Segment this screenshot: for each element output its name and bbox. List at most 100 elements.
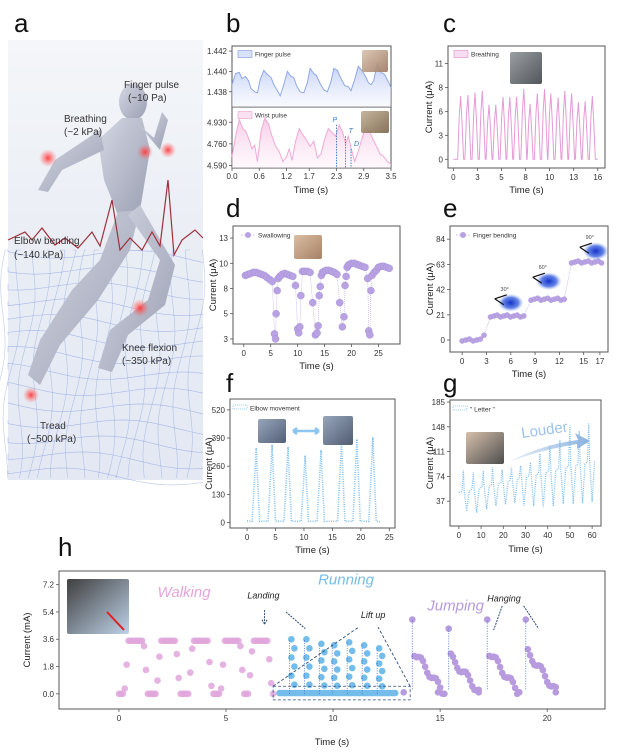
data-point-jumping xyxy=(434,689,442,696)
y-tick-label-c: 11 xyxy=(435,59,444,68)
data-point-swallowing xyxy=(289,272,297,281)
y-tick-label-d: 3 xyxy=(224,335,229,344)
data-point-finger-bending xyxy=(520,313,527,319)
data-point-jumping xyxy=(539,666,547,674)
x-tick-label-e: 15 xyxy=(579,357,588,366)
data-peak xyxy=(591,95,593,98)
mesh-line xyxy=(7,346,204,364)
data-peak xyxy=(577,102,579,104)
mesh-line xyxy=(7,451,204,470)
louder-arrow-icon xyxy=(509,433,590,462)
data-point-finger-bending xyxy=(561,296,567,302)
photo-finger xyxy=(362,50,388,72)
series-line-wrist xyxy=(231,117,392,165)
data-peak xyxy=(509,96,511,99)
y-tick-label-e: 42 xyxy=(436,286,445,295)
x-tick-label-h: 5 xyxy=(224,714,229,723)
data-point-running xyxy=(303,654,310,661)
data-point-running xyxy=(291,681,298,689)
data-peak xyxy=(467,95,469,97)
data-point-swallowing xyxy=(340,313,348,321)
data-peak-elbow xyxy=(371,437,374,439)
data-point-jumping xyxy=(509,678,517,686)
data-point-swallowing xyxy=(335,298,344,307)
chart-d-swallowing: 0 5 10 15 20 25 Time (s) 3 5 8 10 13 Current (μA) Swa… xyxy=(208,225,401,372)
x-tick-label-g: 50 xyxy=(565,531,574,540)
finger-image-60° xyxy=(535,272,562,291)
x-tick-label-c: 10 xyxy=(545,173,554,182)
data-point-running xyxy=(348,664,356,672)
y-tick-label-d: 8 xyxy=(224,285,229,294)
x-tick-label-b: 2.3 xyxy=(331,172,343,181)
data-point-walking xyxy=(123,661,130,668)
x-tick-label-b: 0.6 xyxy=(254,172,266,181)
landing-arrow-1 xyxy=(261,610,268,625)
data-point-walking xyxy=(186,669,194,676)
data-peak xyxy=(529,103,531,105)
y-tick-label-b0: 1.440 xyxy=(207,67,228,76)
data-point-running xyxy=(378,667,386,675)
data-point-jumping xyxy=(511,684,519,692)
data-peak-elbow xyxy=(304,455,307,458)
y-tick-label-b1: 4.590 xyxy=(207,161,228,170)
y-tick-label-e: 0 xyxy=(441,336,446,345)
finger-image-90° xyxy=(582,242,609,261)
y-tick-label-b0: 1.438 xyxy=(207,88,228,97)
data-point-swallowing xyxy=(341,281,349,290)
mesh-line xyxy=(7,314,204,332)
data-point-running xyxy=(391,689,399,697)
y-tick-label-h: 0.0 xyxy=(43,690,55,699)
panel-letter-e: e xyxy=(443,193,457,223)
chart-c-breathing: 0 3 5 8 10 13 16 Time (s) 0 3 6 8 11 Current (μA) Brea… xyxy=(424,45,606,196)
data-point-walking xyxy=(264,637,271,645)
data-peak xyxy=(564,90,566,92)
data-point-walking xyxy=(215,690,223,698)
y-tick-label-e: 21 xyxy=(436,311,445,320)
y-tick-label-h: 3.6 xyxy=(43,635,55,644)
data-point-running xyxy=(375,675,383,682)
y-axis-label-f: Current (μA) xyxy=(204,437,215,489)
phase-label-jumping: Jumping xyxy=(426,597,484,614)
phase-label-walking: Walking xyxy=(157,584,211,601)
data-point-finger-bending xyxy=(477,336,484,342)
data-peak-elbow xyxy=(355,439,358,442)
double-arrow-icon xyxy=(292,427,320,435)
data-point-swallowing xyxy=(308,298,317,307)
label-tread: Tread xyxy=(40,421,66,432)
data-point-walking xyxy=(188,645,196,653)
y-tick-label-h: 5.4 xyxy=(43,608,55,617)
data-point-running xyxy=(333,666,341,673)
data-point-walking xyxy=(121,685,129,692)
data-point-swallowing xyxy=(271,335,280,343)
data-peak xyxy=(515,96,518,99)
series-line-letter xyxy=(458,423,596,513)
legend-label-b1: Wrist pulse xyxy=(255,112,287,119)
data-peak xyxy=(481,90,483,92)
panel-a-illustration: Finger pulse (~10 Pa) Breathing (~2 kPa)… xyxy=(0,40,206,486)
label-elbow-bending-value: (~140 kPa) xyxy=(14,250,63,261)
data-point-walking xyxy=(217,685,225,692)
y-tick-label-c: 8 xyxy=(439,83,444,92)
data-point-running xyxy=(318,673,325,681)
data-point-running xyxy=(360,642,368,649)
data-point-jumping xyxy=(421,663,429,670)
data-point-walking xyxy=(246,671,254,679)
data-point-walking xyxy=(219,661,227,668)
data-peak xyxy=(502,96,504,99)
data-point-jumping xyxy=(434,678,442,686)
x-tick-label-g: 40 xyxy=(543,531,552,540)
data-point-running xyxy=(288,635,295,643)
mesh-line xyxy=(7,419,204,435)
chart-e-finger-bending: 0 3 6 9 12 15 17 Time (s) 0 21 42 63 84 Current (μA) F… xyxy=(425,225,609,380)
mesh-line xyxy=(27,249,51,479)
x-axis-label-g: Time (s) xyxy=(508,544,542,555)
data-point-jumping xyxy=(449,653,457,661)
legend-label-e: Finger bending xyxy=(473,232,517,239)
legend-swatch-g xyxy=(452,405,468,411)
photo-throat xyxy=(294,235,322,259)
x-tick-label-e: 12 xyxy=(555,357,564,366)
data-point-swallowing xyxy=(313,329,321,337)
hotspot-finger xyxy=(160,142,176,158)
data-point-swallowing xyxy=(315,291,323,300)
